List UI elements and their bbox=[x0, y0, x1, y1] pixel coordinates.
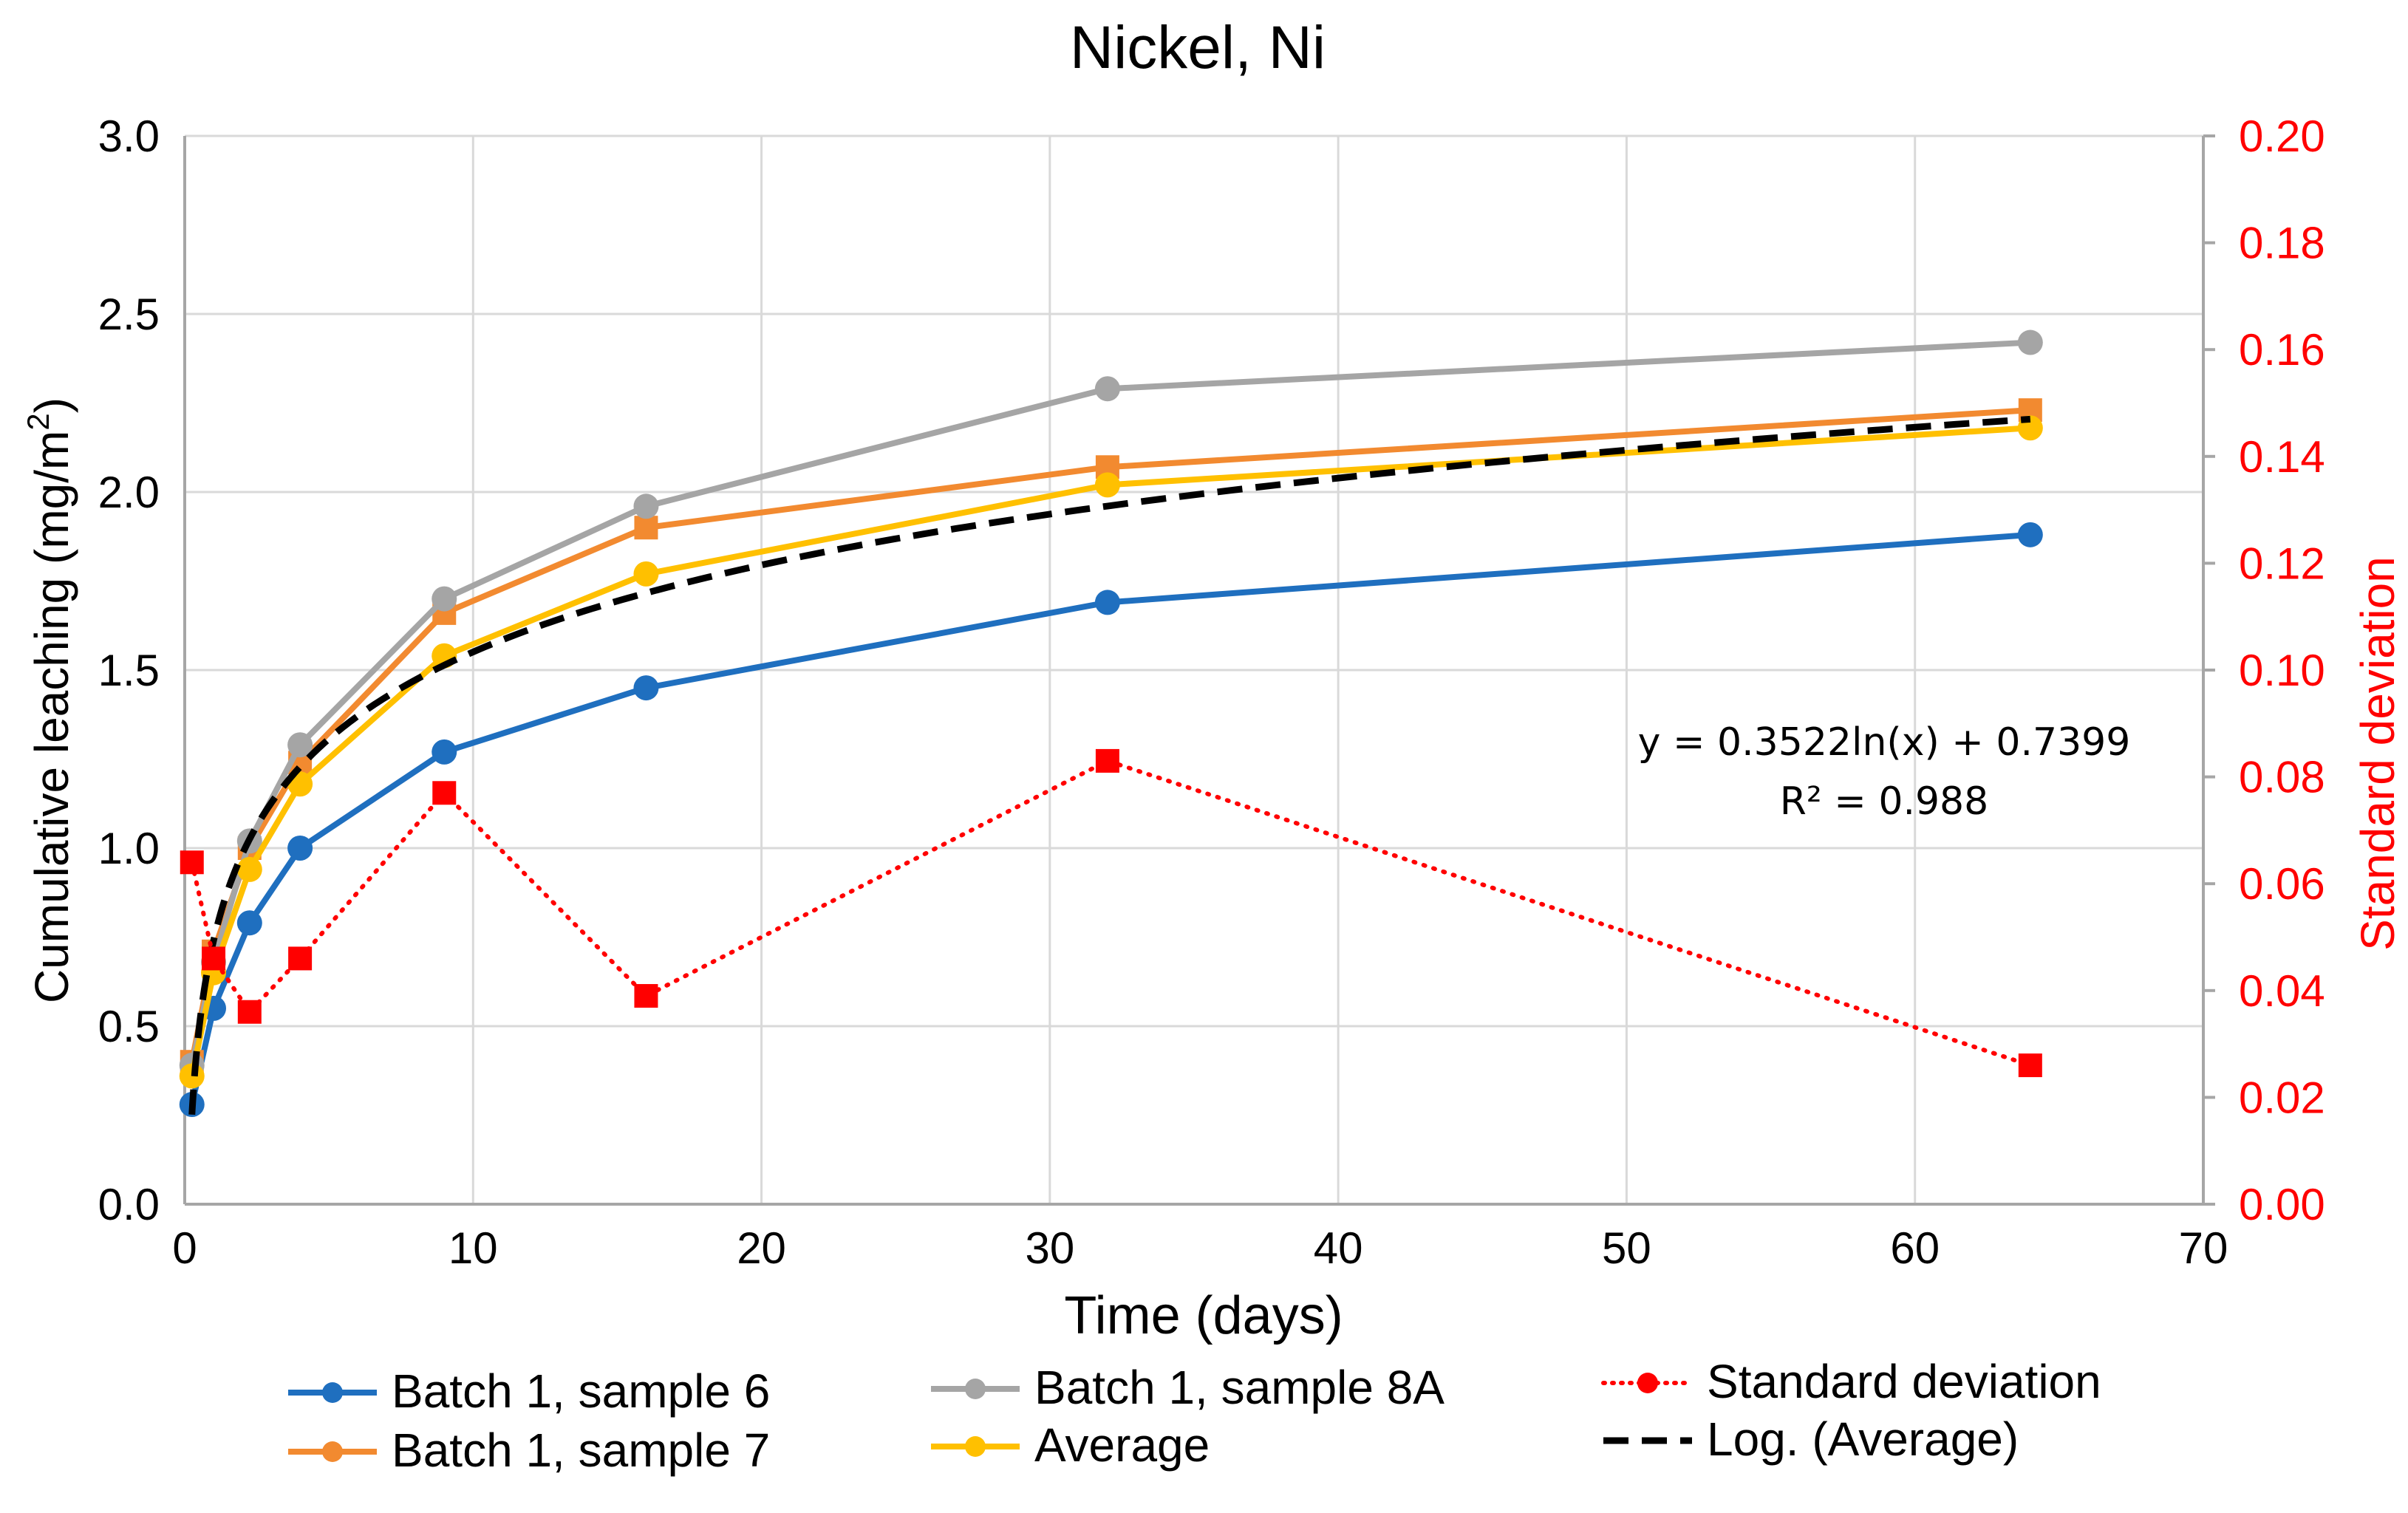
y2-axis-label: Standard deviation bbox=[2351, 556, 2404, 951]
data-point bbox=[236, 856, 262, 882]
legend-label: Batch 1, sample 8A bbox=[1034, 1361, 1445, 1414]
data-point bbox=[1094, 472, 1120, 498]
data-point bbox=[2017, 522, 2043, 547]
data-point bbox=[633, 561, 659, 587]
y2-tick-label: 0.02 bbox=[2239, 1073, 2325, 1122]
legend-item-standard-deviation: Standard deviation bbox=[1601, 1355, 2101, 1408]
data-point bbox=[1095, 748, 1119, 773]
chart-title: Nickel, Ni bbox=[1070, 14, 1326, 81]
data-point bbox=[634, 516, 658, 540]
data-point bbox=[288, 946, 313, 971]
x-axis-label: Time (days) bbox=[1064, 1286, 1343, 1345]
data-point bbox=[432, 739, 457, 765]
legend-marker bbox=[965, 1379, 986, 1399]
y-tick-label: 0.5 bbox=[98, 1002, 160, 1051]
y2-tick-label: 0.00 bbox=[2239, 1180, 2325, 1229]
legend-marker bbox=[1637, 1373, 1658, 1393]
y-axis-label-superscript: 2 bbox=[21, 413, 55, 430]
axes bbox=[183, 134, 2215, 1206]
legend-label: Batch 1, sample 7 bbox=[392, 1424, 770, 1477]
data-point bbox=[1094, 590, 1120, 615]
legend-label: Log. (Average) bbox=[1707, 1413, 2019, 1466]
data-point bbox=[432, 781, 457, 805]
trendline-equation: y = 0.3522ln(x) + 0.7399 bbox=[1638, 720, 2131, 765]
x-tick-label: 40 bbox=[1314, 1223, 1363, 1273]
y2-tick-label: 0.10 bbox=[2239, 646, 2325, 695]
legend-marker bbox=[322, 1441, 343, 1462]
x-tick-label: 0 bbox=[172, 1223, 197, 1273]
data-point bbox=[633, 493, 659, 519]
y2-tick-label: 0.18 bbox=[2239, 219, 2325, 268]
data-point bbox=[2017, 329, 2043, 355]
x-tick-label: 50 bbox=[1602, 1223, 1651, 1273]
legend-label: Standard deviation bbox=[1707, 1355, 2101, 1408]
data-point bbox=[1094, 376, 1120, 402]
legend: Batch 1, sample 6 Batch 1, sample 8A Stand… bbox=[288, 1355, 2101, 1477]
y-tick-label: 3.0 bbox=[98, 112, 160, 161]
y-tick-label: 0.0 bbox=[98, 1180, 160, 1229]
data-point bbox=[236, 910, 262, 936]
data-point bbox=[202, 946, 226, 971]
y-tick-label: 1.5 bbox=[98, 646, 160, 695]
data-point bbox=[2018, 1053, 2042, 1078]
x-tick-label: 60 bbox=[1890, 1223, 1940, 1273]
legend-item-batch-1-sample-6: Batch 1, sample 6 bbox=[288, 1365, 770, 1418]
y-axis-label: Cumulative leaching (mg/m2) bbox=[21, 397, 78, 1003]
data-point bbox=[180, 850, 204, 875]
trendline bbox=[188, 415, 2031, 1115]
data-point bbox=[287, 732, 313, 758]
legend-item-log-average: Log. (Average) bbox=[1603, 1413, 2019, 1466]
y-axis-label-close: ) bbox=[25, 397, 78, 413]
data-point bbox=[237, 1000, 262, 1024]
series-line bbox=[188, 531, 2031, 1105]
x-tick-label: 20 bbox=[737, 1223, 786, 1273]
series-standard-deviation bbox=[180, 748, 2042, 1078]
data-point bbox=[432, 586, 457, 612]
tick-labels: 0 10 20 30 40 50 60 70 0.0 0.5 1.0 1.5 2.0 2.5 3.0 0.00… bbox=[98, 112, 2325, 1273]
y-tick-label: 1.0 bbox=[98, 824, 160, 873]
trendline-r2: R² = 0.988 bbox=[1780, 779, 1988, 824]
legend-label: Average bbox=[1034, 1418, 1210, 1472]
x-tick-label: 30 bbox=[1025, 1223, 1074, 1273]
legend-item-batch-1-sample-8a: Batch 1, sample 8A bbox=[931, 1361, 1445, 1414]
data-point bbox=[634, 984, 658, 1008]
y2-tick-label: 0.08 bbox=[2239, 753, 2325, 802]
x-tick-label: 10 bbox=[448, 1223, 498, 1273]
y2-tick-label: 0.16 bbox=[2239, 325, 2325, 375]
data-point bbox=[633, 675, 659, 701]
legend-item-average: Average bbox=[931, 1418, 1210, 1472]
y-axis-label-main: Cumulative leaching (mg/m bbox=[25, 431, 78, 1003]
y2-tick-label: 0.12 bbox=[2239, 539, 2325, 588]
data-point bbox=[287, 836, 313, 861]
series-line bbox=[188, 339, 2031, 1066]
legend-label: Batch 1, sample 6 bbox=[392, 1365, 770, 1418]
legend-item-batch-1-sample-7: Batch 1, sample 7 bbox=[288, 1424, 770, 1477]
x-tick-label: 70 bbox=[2179, 1223, 2228, 1273]
y2-tick-label: 0.06 bbox=[2239, 859, 2325, 909]
y-tick-label: 2.0 bbox=[98, 468, 160, 517]
legend-marker bbox=[965, 1436, 986, 1457]
legend-marker bbox=[322, 1382, 343, 1403]
y2-tick-label: 0.20 bbox=[2239, 112, 2325, 161]
y2-tick-label: 0.14 bbox=[2239, 432, 2325, 482]
y-tick-label: 2.5 bbox=[98, 290, 160, 339]
gridlines bbox=[185, 134, 2203, 1204]
y2-tick-label: 0.04 bbox=[2239, 966, 2325, 1016]
series-layer bbox=[179, 329, 2043, 1118]
